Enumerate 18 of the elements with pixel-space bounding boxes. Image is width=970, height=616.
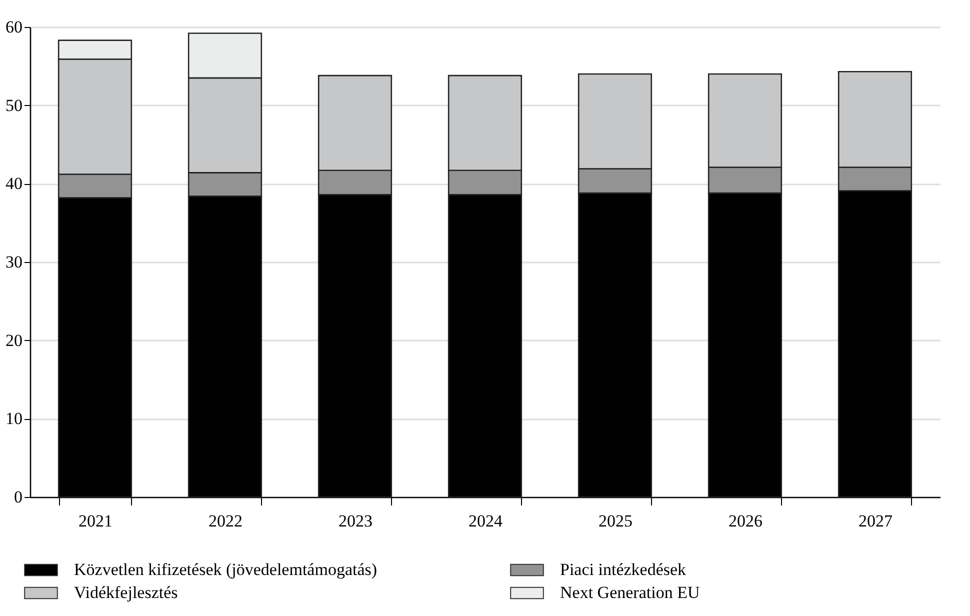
y-tick-label: 10 <box>6 409 22 428</box>
x-tick-label: 2021 <box>78 512 112 530</box>
x-tick-label: 2023 <box>338 512 372 530</box>
y-tick-label: 50 <box>6 96 22 115</box>
y-tick-label: 0 <box>14 488 22 506</box>
legend-label: Vidékfejlesztés <box>74 583 178 602</box>
x-tick-label: 2024 <box>468 512 503 530</box>
x-tick-label: 2022 <box>208 512 242 530</box>
x-tick-label: 2025 <box>598 512 632 530</box>
y-tick-label: 40 <box>6 174 22 194</box>
y-tick-label: 60 <box>6 18 22 36</box>
legend-label: Next Generation EU <box>560 583 700 602</box>
y-tick-label: 30 <box>6 252 22 272</box>
x-tick-label: 2026 <box>728 512 762 530</box>
legend-label: Közvetlen kifizetések (jövedelemtámogatás) <box>74 560 378 579</box>
y-tick-label: 20 <box>6 330 22 350</box>
legend-label: Piaci intézkedések <box>560 560 687 579</box>
x-tick-label: 2027 <box>858 512 893 530</box>
